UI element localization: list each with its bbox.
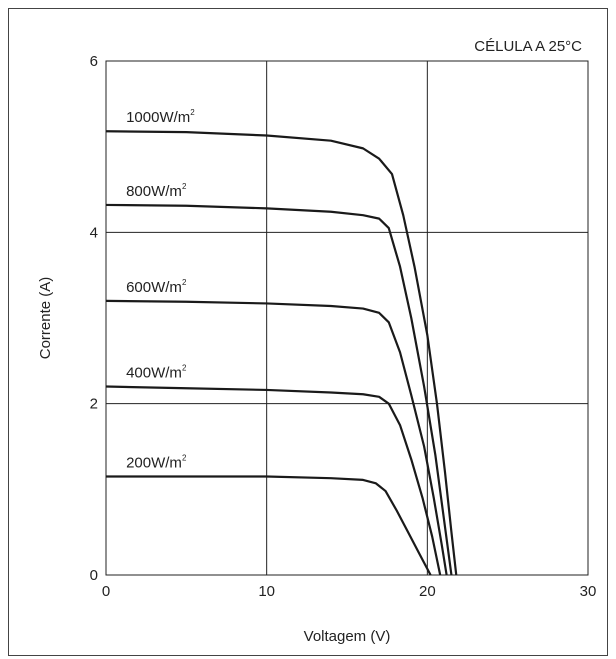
series-label: 600W/m2 bbox=[126, 278, 187, 296]
x-tick-label: 10 bbox=[258, 583, 275, 600]
series-line bbox=[105, 203, 453, 576]
series-line bbox=[105, 299, 448, 576]
grid bbox=[105, 60, 589, 576]
chart-frame bbox=[8, 8, 608, 656]
x-tick-label: 20 bbox=[419, 583, 436, 600]
series-label: 800W/m2 bbox=[126, 182, 187, 200]
series-line bbox=[105, 385, 442, 576]
x-tick-label: 0 bbox=[102, 583, 110, 600]
series-label: 1000W/m2 bbox=[126, 108, 195, 126]
y-axis-title: Corrente (A) bbox=[37, 277, 54, 360]
series-label: 400W/m2 bbox=[126, 364, 187, 382]
x-tick-label: 30 bbox=[580, 583, 597, 600]
y-tick-label: 6 bbox=[90, 53, 98, 70]
series-group: 1000W/m2 800W/m2 600W/m2 400W/m2 200W/m2 bbox=[105, 108, 458, 576]
y-tick-label: 4 bbox=[90, 224, 98, 241]
series-line bbox=[106, 475, 432, 576]
tick-labels: 0 10 20 30 0 2 4 6 bbox=[90, 53, 597, 600]
x-axis-title: Voltagem (V) bbox=[304, 628, 391, 645]
y-tick-label: 0 bbox=[90, 567, 98, 584]
series-line bbox=[105, 130, 458, 576]
plot-border bbox=[105, 60, 589, 576]
chart-annotation: CÉLULA A 25°C bbox=[474, 38, 582, 55]
series-label: 200W/m2 bbox=[126, 453, 187, 471]
y-tick-label: 2 bbox=[90, 396, 98, 413]
